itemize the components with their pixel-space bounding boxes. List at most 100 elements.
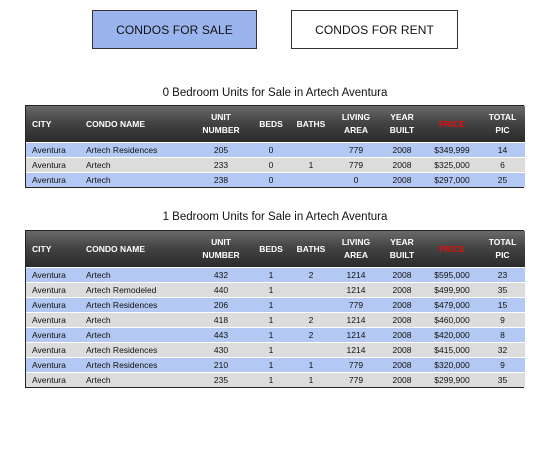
cell-city: Aventura bbox=[26, 172, 80, 187]
cell-city: Aventura bbox=[26, 312, 80, 328]
cell-unit-number: 238 bbox=[190, 172, 252, 187]
header-unit-number: UNIT NUMBER bbox=[190, 231, 252, 268]
cell-price: $420,000 bbox=[424, 327, 480, 343]
cell-baths bbox=[290, 297, 332, 313]
table-row[interactable]: Aventura Artech 235 1 1 779 2008 $299,900 35 bbox=[26, 372, 525, 387]
cell-total-pic: 23 bbox=[480, 267, 525, 283]
cell-baths: 2 bbox=[290, 312, 332, 328]
cell-baths: 1 bbox=[290, 157, 332, 173]
cell-condo-name: Artech Remodeled bbox=[80, 282, 190, 298]
cell-unit-number: 432 bbox=[190, 267, 252, 283]
table-row[interactable]: Aventura Artech 443 1 2 1214 2008 $420,000 8 bbox=[26, 327, 525, 343]
cell-beds: 1 bbox=[252, 342, 290, 358]
cell-unit-number: 210 bbox=[190, 357, 252, 373]
cell-city: Aventura bbox=[26, 357, 80, 373]
cell-unit-number: 430 bbox=[190, 342, 252, 358]
cell-total-pic: 35 bbox=[480, 282, 525, 298]
cell-condo-name: Artech bbox=[80, 372, 190, 387]
table-row[interactable]: Aventura Artech Residences 210 1 1 779 2008 $32… bbox=[26, 357, 525, 373]
cell-year-built: 2008 bbox=[380, 297, 424, 313]
cell-price: $297,000 bbox=[424, 172, 480, 187]
cell-total-pic: 14 bbox=[480, 142, 525, 158]
cell-city: Aventura bbox=[26, 267, 80, 283]
header-total-pic: TOTAL PIC bbox=[480, 106, 525, 143]
section-title-0-bedroom: 0 Bedroom Units for Sale in Artech Avent… bbox=[162, 87, 388, 99]
table-row[interactable]: Aventura Artech 238 0 0 2008 $297,000 25 bbox=[26, 172, 525, 187]
cell-beds: 0 bbox=[252, 142, 290, 158]
cell-total-pic: 15 bbox=[480, 297, 525, 313]
header-condo-name: CONDO NAME bbox=[80, 106, 190, 143]
section-title-1-bedroom: 1 Bedroom Units for Sale in Artech Avent… bbox=[162, 211, 388, 223]
cell-living-area: 1214 bbox=[332, 342, 380, 358]
cell-baths bbox=[290, 342, 332, 358]
cell-baths: 1 bbox=[290, 357, 332, 373]
cell-condo-name: Artech bbox=[80, 267, 190, 283]
cell-living-area: 779 bbox=[332, 142, 380, 158]
cell-beds: 1 bbox=[252, 312, 290, 328]
cell-condo-name: Artech bbox=[80, 327, 190, 343]
table-row[interactable]: Aventura Artech Residences 206 1 779 2008 $479… bbox=[26, 297, 525, 313]
cell-baths bbox=[290, 172, 332, 187]
cell-baths bbox=[290, 142, 332, 158]
cell-beds: 1 bbox=[252, 327, 290, 343]
header-beds: BEDS bbox=[252, 231, 290, 268]
cell-price: $479,000 bbox=[424, 297, 480, 313]
cell-beds: 1 bbox=[252, 297, 290, 313]
cell-year-built: 2008 bbox=[380, 157, 424, 173]
cell-living-area: 779 bbox=[332, 297, 380, 313]
cell-total-pic: 8 bbox=[480, 327, 525, 343]
condos-for-sale-button[interactable]: CONDOS FOR SALE bbox=[92, 10, 257, 49]
header-living-area: LIVING AREA bbox=[332, 231, 380, 268]
table-row[interactable]: Aventura Artech 432 1 2 1214 2008 $595,000 23 bbox=[26, 267, 525, 283]
table-row[interactable]: Aventura Artech 233 0 1 779 2008 $325,000 6 bbox=[26, 157, 525, 173]
listing-table-0-bedroom: CITY CONDO NAME UNIT NUMBER BEDS BATHS L… bbox=[25, 105, 525, 188]
cell-total-pic: 6 bbox=[480, 157, 525, 173]
cell-price: $325,000 bbox=[424, 157, 480, 173]
cell-unit-number: 205 bbox=[190, 142, 252, 158]
cell-city: Aventura bbox=[26, 342, 80, 358]
cell-living-area: 779 bbox=[332, 372, 380, 387]
cell-total-pic: 9 bbox=[480, 312, 525, 328]
cell-price: $460,000 bbox=[424, 312, 480, 328]
cell-total-pic: 9 bbox=[480, 357, 525, 373]
cell-beds: 1 bbox=[252, 357, 290, 373]
cell-living-area: 1214 bbox=[332, 267, 380, 283]
cell-year-built: 2008 bbox=[380, 342, 424, 358]
condos-for-rent-button[interactable]: CONDOS FOR RENT bbox=[291, 10, 458, 49]
cell-condo-name: Artech bbox=[80, 157, 190, 173]
cell-year-built: 2008 bbox=[380, 327, 424, 343]
header-total-pic: TOTAL PIC bbox=[480, 231, 525, 268]
header-year-built: YEAR BUILT bbox=[380, 106, 424, 143]
cell-year-built: 2008 bbox=[380, 357, 424, 373]
table-row[interactable]: Aventura Artech Residences 430 1 1214 2008 $41… bbox=[26, 342, 525, 358]
cell-price: $415,000 bbox=[424, 342, 480, 358]
header-condo-name: CONDO NAME bbox=[80, 231, 190, 268]
header-year-built: YEAR BUILT bbox=[380, 231, 424, 268]
header-city: CITY bbox=[26, 231, 80, 268]
table-row[interactable]: Aventura Artech Remodeled 440 1 1214 2008 $499… bbox=[26, 282, 525, 298]
header-unit-number: UNIT NUMBER bbox=[190, 106, 252, 143]
cell-total-pic: 32 bbox=[480, 342, 525, 358]
cell-city: Aventura bbox=[26, 142, 80, 158]
cell-condo-name: Artech bbox=[80, 312, 190, 328]
cell-condo-name: Artech Residences bbox=[80, 297, 190, 313]
table-row[interactable]: Aventura Artech 418 1 2 1214 2008 $460,000 9 bbox=[26, 312, 525, 328]
table-row[interactable]: Aventura Artech Residences 205 0 779 2008 $349… bbox=[26, 142, 525, 158]
cell-unit-number: 440 bbox=[190, 282, 252, 298]
cell-baths: 1 bbox=[290, 372, 332, 387]
cell-unit-number: 235 bbox=[190, 372, 252, 387]
cell-price: $349,999 bbox=[424, 142, 480, 158]
cell-year-built: 2008 bbox=[380, 372, 424, 387]
header-baths: BATHS bbox=[290, 231, 332, 268]
cell-unit-number: 206 bbox=[190, 297, 252, 313]
cell-year-built: 2008 bbox=[380, 267, 424, 283]
cell-city: Aventura bbox=[26, 282, 80, 298]
cell-living-area: 779 bbox=[332, 357, 380, 373]
header-beds: BEDS bbox=[252, 106, 290, 143]
header-living-area: LIVING AREA bbox=[332, 106, 380, 143]
header-price: PRICE bbox=[424, 106, 480, 143]
cell-unit-number: 443 bbox=[190, 327, 252, 343]
cell-beds: 0 bbox=[252, 172, 290, 187]
cell-city: Aventura bbox=[26, 297, 80, 313]
cell-total-pic: 35 bbox=[480, 372, 525, 387]
